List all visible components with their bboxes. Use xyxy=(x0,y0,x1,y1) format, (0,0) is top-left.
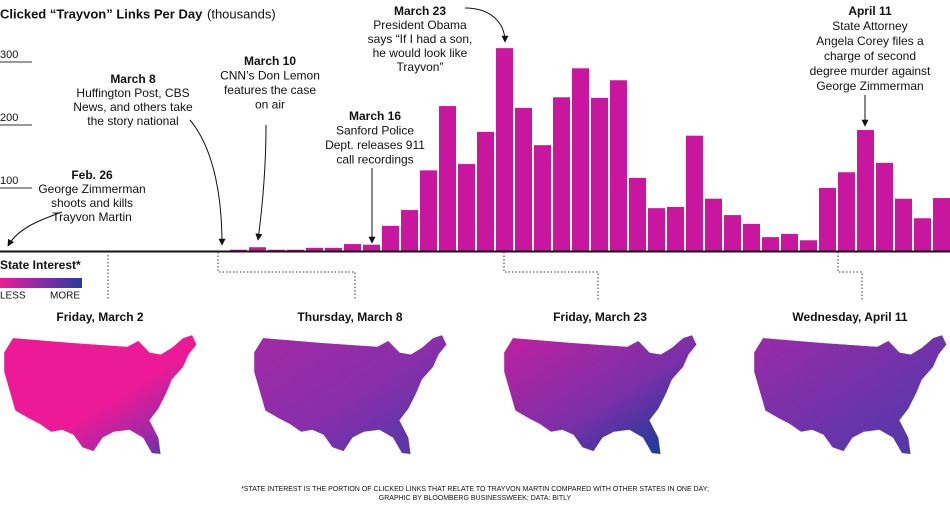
annotation-text: George Zimmerman xyxy=(816,79,923,93)
annotation-text: the story national xyxy=(87,114,178,128)
bar xyxy=(762,237,779,251)
bar xyxy=(610,80,627,252)
y-tick-label: 100 xyxy=(0,175,18,187)
bar xyxy=(401,210,418,251)
annotation-date: March 16 xyxy=(349,109,401,123)
bar xyxy=(287,249,304,251)
annotation-text: State Attorney xyxy=(832,19,907,33)
bar xyxy=(553,97,570,251)
annotation-text: CNN’s Don Lemon xyxy=(220,69,320,83)
annotation-text: he would look like xyxy=(373,46,468,60)
legend-gradient xyxy=(0,278,82,288)
footnote: GRAPHIC BY BLOOMBERG BUSINESSWEEK; DATA:… xyxy=(379,495,572,502)
bar xyxy=(743,223,760,251)
arrow xyxy=(464,7,509,43)
map-title: Wednesday, April 11 xyxy=(792,310,907,324)
bar xyxy=(895,198,912,251)
annotation-text: call recordings xyxy=(336,153,413,167)
us-map xyxy=(253,334,448,455)
bar xyxy=(705,198,722,251)
bar xyxy=(572,68,589,251)
annotation-text: News, and others take xyxy=(73,100,193,114)
chart-title: Clicked “Trayvon” Links Per Day xyxy=(0,6,203,21)
us-map xyxy=(753,334,948,455)
annotation-date: March 23 xyxy=(394,4,446,18)
bar xyxy=(857,130,874,251)
bar xyxy=(439,106,456,251)
us-map xyxy=(503,334,698,455)
bar xyxy=(363,244,380,251)
annotation-text: features the case xyxy=(224,83,316,97)
annotation-text: Sanford Police xyxy=(336,124,414,138)
bar xyxy=(724,215,741,251)
legend-title: State Interest* xyxy=(0,258,81,272)
bar xyxy=(629,177,646,251)
arrow xyxy=(189,119,226,246)
bar xyxy=(648,208,665,251)
bar xyxy=(344,244,361,251)
arrow xyxy=(255,124,267,241)
annotation-text: Trayvon” xyxy=(397,60,444,74)
annotation-text: shoots and kills xyxy=(51,196,133,210)
us-map xyxy=(3,334,198,455)
annotation-text: Dept. releases 911 xyxy=(325,138,425,152)
bar xyxy=(591,97,608,251)
legend-low: LESS xyxy=(0,291,26,302)
bar xyxy=(933,198,950,251)
annotation-text: Huffington Post, CBS xyxy=(76,86,189,100)
annotation-text: George Zimmerman xyxy=(38,182,145,196)
bar xyxy=(477,131,494,251)
annotation-date: Feb. 26 xyxy=(71,168,113,182)
bar xyxy=(667,206,684,251)
arrow xyxy=(7,211,63,247)
annotation-date: March 8 xyxy=(110,72,156,86)
bar xyxy=(800,240,817,251)
connector xyxy=(107,252,863,300)
map-title: Friday, March 2 xyxy=(56,310,143,324)
bar xyxy=(382,225,399,251)
annotation-text: on air xyxy=(255,98,285,112)
annotation-text: charge of second xyxy=(824,49,916,63)
annotation-text: Trayvon Martin xyxy=(52,210,132,224)
footnote: *STATE INTEREST IS THE PORTION OF CLICKE… xyxy=(241,486,709,493)
y-tick-label: 200 xyxy=(0,112,18,124)
annotation-text: Angela Corey files a xyxy=(816,34,924,48)
annotation-text: says “If I had a son, xyxy=(368,32,473,46)
bar xyxy=(515,107,532,252)
annotation-text: President Obama xyxy=(373,18,467,32)
bar xyxy=(819,188,836,251)
annotation-text: degree murder against xyxy=(810,64,931,78)
bar xyxy=(458,164,475,251)
bar xyxy=(534,145,551,251)
bar xyxy=(325,247,342,251)
bar xyxy=(249,247,266,251)
bar xyxy=(268,249,285,251)
chart-title-unit: (thousands) xyxy=(207,6,276,21)
map-title: Thursday, March 8 xyxy=(297,310,402,324)
map-title: Friday, March 23 xyxy=(553,310,647,324)
annotation-date: March 10 xyxy=(244,54,296,68)
bar xyxy=(838,172,855,251)
bar xyxy=(496,48,513,251)
bar xyxy=(306,247,323,251)
bar xyxy=(230,249,247,251)
bar xyxy=(781,233,798,251)
bar xyxy=(686,135,703,251)
legend-high: MORE xyxy=(50,291,80,302)
bar xyxy=(420,170,437,251)
annotation-date: April 11 xyxy=(848,4,892,18)
bar xyxy=(914,218,931,251)
y-tick-label: 300 xyxy=(0,49,18,61)
bar xyxy=(876,162,893,251)
